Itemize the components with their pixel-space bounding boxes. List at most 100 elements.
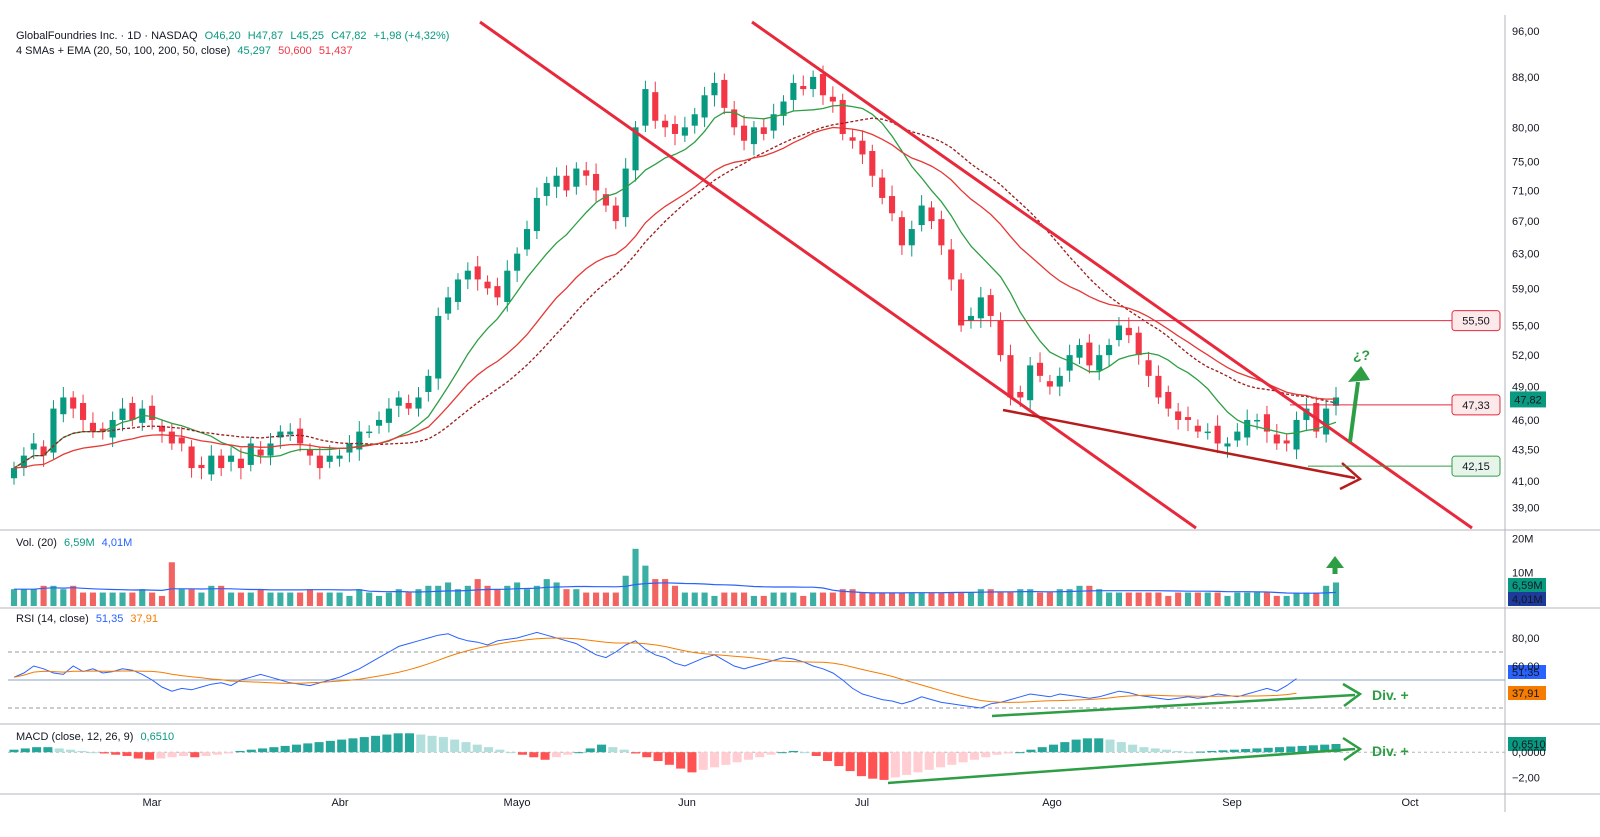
volume-bar <box>464 585 471 606</box>
volume-tick-1: 10M <box>1512 567 1533 579</box>
candle-body <box>829 96 836 102</box>
macd-histogram-bar <box>755 752 765 758</box>
macd-histogram-bar <box>1116 742 1126 753</box>
macd-histogram-bar <box>1320 744 1330 753</box>
macd-histogram-bar <box>890 752 900 778</box>
rsi-divergence-arrowhead <box>1342 682 1363 707</box>
rsi-ma-line <box>13 637 1297 703</box>
volume-bar <box>849 589 856 606</box>
rsi-ma-value: 37,91 <box>130 613 158 625</box>
volume-bar <box>435 585 442 606</box>
macd-histogram-bar <box>461 742 471 753</box>
rsi-divergence-label: Div. + <box>1372 687 1409 703</box>
macd-histogram-bar <box>77 750 87 753</box>
macd-histogram-bar <box>1263 747 1273 753</box>
macd-histogram-bar <box>133 752 143 759</box>
macd-histogram-bar <box>337 739 347 753</box>
macd-histogram-bar <box>1184 752 1194 754</box>
month-label-2: Mayo <box>504 797 531 809</box>
volume-panel[interactable]: 6,59M 4,01M <box>10 548 1546 606</box>
price-panel[interactable]: 55,50 47,33 42,15 47,82 ¿? <box>10 20 1546 530</box>
candle-body <box>1106 345 1113 356</box>
candle-body <box>257 449 264 456</box>
macd-histogram-bar <box>902 752 912 775</box>
volume-bar <box>1214 592 1221 606</box>
volume-bar <box>573 589 580 606</box>
ma-title: 4 SMAs + EMA (20, 50, 100, 200, 50, clos… <box>16 45 231 57</box>
macd-histogram-bar <box>43 747 53 753</box>
price-tick-3: 75,00 <box>1512 156 1540 168</box>
month-label-4: Jul <box>855 797 869 809</box>
candle-body <box>1293 419 1300 450</box>
candle-body <box>99 428 106 432</box>
volume-bar <box>514 582 521 606</box>
volume-bar <box>1293 592 1300 606</box>
candle-body <box>1303 408 1310 420</box>
volume-bar <box>879 592 886 606</box>
candle-body <box>780 101 787 116</box>
volume-tick-0: 20M <box>1512 534 1533 546</box>
sma50-line <box>13 117 1337 469</box>
candle-body <box>158 425 166 432</box>
macd-histogram-bar <box>1274 747 1285 753</box>
macd-histogram-bar <box>913 752 923 773</box>
candle-body <box>898 217 905 246</box>
macd-histogram-bar <box>732 752 742 763</box>
breakout-arrow-head <box>1348 366 1370 382</box>
macd-histogram-bar <box>1049 744 1059 753</box>
candle-body <box>938 219 945 246</box>
candle-body <box>790 82 797 100</box>
candle-body <box>879 177 886 198</box>
candle-body <box>711 82 718 96</box>
macd-histogram-bar <box>201 752 211 756</box>
macd-value: 0,6510 <box>140 731 175 743</box>
rsi-tick-1: 60,00 <box>1512 661 1540 673</box>
macd-histogram-bar <box>710 752 720 768</box>
volume-bar <box>523 589 531 606</box>
volume-bar <box>859 592 866 606</box>
macd-panel[interactable]: Div. + 0,6510 <box>8 733 1546 785</box>
macd-histogram-bar <box>1297 745 1307 753</box>
volume-bar <box>1145 592 1152 606</box>
macd-histogram-bar <box>472 744 482 753</box>
candle-body <box>1145 360 1152 376</box>
price-tick-12: 43,50 <box>1512 445 1540 457</box>
candle-body <box>405 402 412 409</box>
volume-bar <box>40 585 47 606</box>
candle-body <box>622 168 629 218</box>
candle-body <box>967 315 975 321</box>
rsi-panel[interactable]: Div. + 51,35 37,91 <box>8 631 1546 718</box>
macd-histogram-bar <box>608 747 618 753</box>
macd-histogram-bar <box>1161 749 1172 753</box>
candle-body <box>741 125 748 141</box>
macd-histogram-bar <box>156 752 166 759</box>
macd-histogram-bar <box>1026 749 1036 753</box>
volume-bar <box>326 592 333 606</box>
volume-bar <box>721 592 728 606</box>
macd-histogram-bar <box>111 752 121 755</box>
low-value: L45,25 <box>290 30 324 42</box>
volume-bar <box>1244 592 1251 606</box>
macd-histogram-bar <box>777 752 787 754</box>
month-label-0: Mar <box>143 797 162 809</box>
volume-bar <box>967 592 975 606</box>
candle-body <box>583 170 590 176</box>
candle-body <box>375 419 383 426</box>
volume-bar <box>642 565 649 606</box>
symbol-line: GlobalFoundries Inc. · 1D · NASDAQ <box>16 30 198 42</box>
volume-bar <box>1165 595 1172 606</box>
volume-bar <box>237 592 244 606</box>
candle-body <box>1135 332 1142 356</box>
candle-body <box>671 124 679 134</box>
candle-body <box>819 73 827 96</box>
volume-bar <box>297 592 304 606</box>
volume-bar <box>839 589 846 606</box>
close-value: C47,82 <box>331 30 367 42</box>
last-price-tag <box>1510 391 1546 408</box>
macd-histogram-bar <box>258 748 268 753</box>
candle-body <box>80 402 87 420</box>
volume-arrow-head <box>1326 556 1344 568</box>
volume-bar <box>484 585 491 606</box>
macd-histogram-bar <box>845 752 855 772</box>
